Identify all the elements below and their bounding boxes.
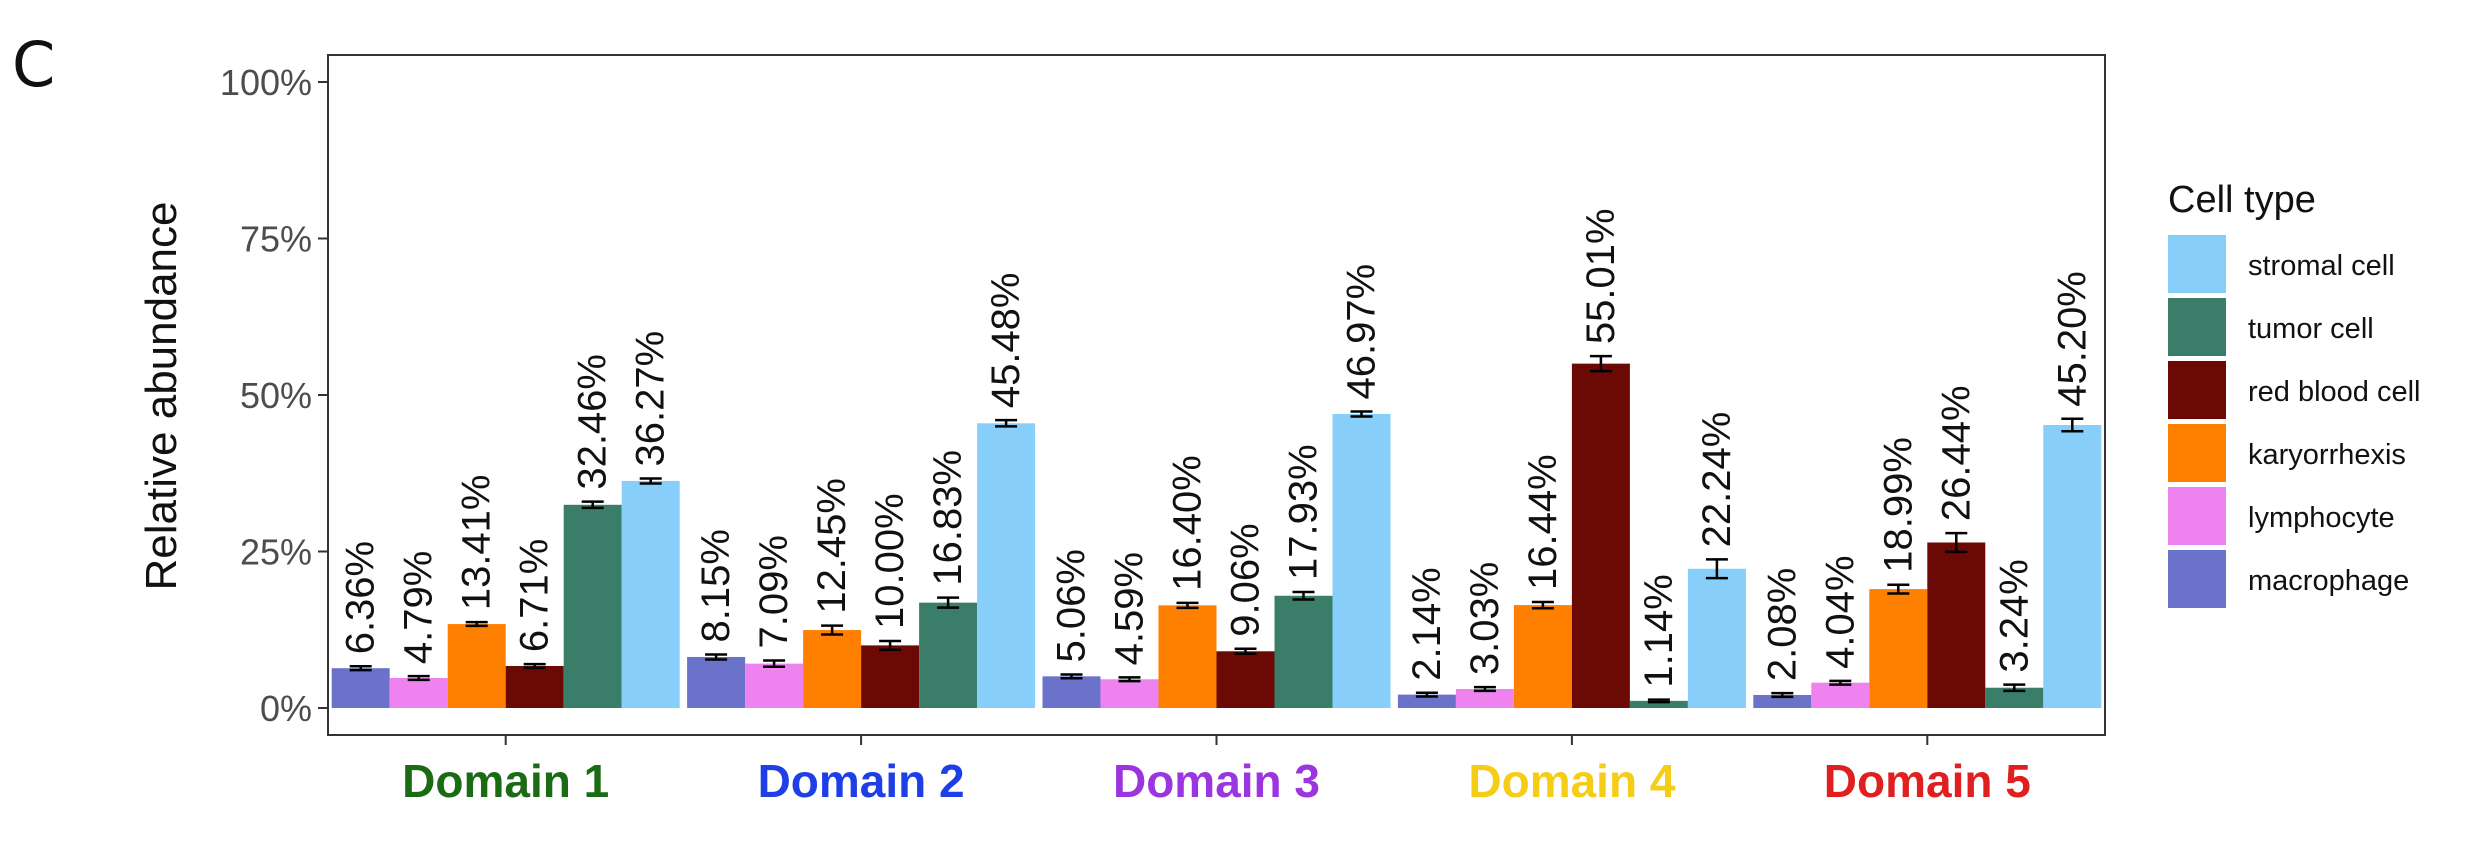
bar [1985, 687, 2044, 708]
data-label: 6.36% [339, 541, 383, 654]
data-label: 17.93% [1282, 444, 1326, 580]
bar [745, 663, 804, 708]
legend-label: lymphocyte [2248, 502, 2395, 534]
bar [1571, 363, 1630, 708]
bar [389, 678, 448, 708]
x-tick-label: Domain 2 [758, 755, 965, 807]
data-label: 10.00% [868, 493, 912, 629]
data-label: 4.79% [397, 551, 441, 664]
data-label: 5.06% [1050, 549, 1094, 662]
bar [803, 630, 862, 708]
legend-swatch [2168, 550, 2226, 608]
legend-label: tumor cell [2248, 313, 2374, 345]
x-tick-label: Domain 1 [402, 755, 609, 807]
data-label: 16.83% [926, 450, 970, 586]
data-label: 55.01% [1579, 208, 1623, 344]
x-tick-label: Domain 5 [1824, 755, 2031, 807]
data-label: 16.44% [1521, 454, 1565, 590]
data-label: 45.20% [2050, 271, 2094, 407]
data-label: 13.41% [455, 475, 499, 611]
data-label: 32.46% [571, 354, 615, 490]
data-label: 45.48% [984, 272, 1028, 408]
bar [977, 423, 1036, 708]
data-label: 1.14% [1637, 574, 1681, 687]
bar [1042, 676, 1101, 708]
y-tick-label: 75% [240, 219, 312, 260]
bar [2043, 425, 2102, 708]
y-tick-label: 50% [240, 375, 312, 416]
legend-swatch [2168, 424, 2226, 482]
legend-label: red blood cell [2248, 376, 2421, 408]
bar [1332, 413, 1391, 708]
y-tick-label: 100% [220, 62, 312, 103]
data-label: 12.45% [810, 478, 854, 614]
legend-swatch [2168, 361, 2226, 419]
legend-swatch [2168, 235, 2226, 293]
data-label: 46.97% [1340, 264, 1384, 400]
data-label: 4.59% [1108, 552, 1152, 665]
legend-swatch [2168, 298, 2226, 356]
bar [861, 645, 920, 708]
legend-swatch [2168, 487, 2226, 545]
bar [621, 480, 680, 708]
bar [687, 656, 746, 708]
bar [1216, 651, 1275, 708]
data-label: 4.04% [1818, 555, 1862, 668]
data-label: 9.06% [1224, 523, 1268, 636]
bar [1455, 689, 1514, 708]
data-label: 3.24% [1992, 559, 2036, 672]
bar [1753, 694, 1812, 708]
bar [1629, 700, 1688, 708]
bar [1100, 679, 1159, 708]
bar [1513, 605, 1572, 708]
bar [505, 665, 564, 708]
panel-label: C [12, 28, 56, 101]
y-axis-title: Relative abundance [137, 202, 186, 591]
legend-label: stromal cell [2248, 250, 2395, 282]
data-label: 7.09% [752, 535, 796, 648]
data-label: 3.03% [1463, 562, 1507, 675]
bar [331, 668, 390, 708]
bar [1274, 595, 1333, 708]
data-label: 2.14% [1405, 567, 1449, 680]
data-label: 2.08% [1760, 568, 1804, 681]
bar [563, 504, 622, 708]
bar [1687, 568, 1746, 708]
bar [1869, 589, 1928, 708]
data-label: 36.27% [629, 331, 673, 467]
bar [1397, 694, 1456, 708]
legend-label: macrophage [2248, 565, 2409, 597]
y-tick-label: 0% [260, 688, 312, 729]
bar [1811, 682, 1870, 708]
bar [1927, 542, 1986, 708]
data-label: 26.44% [1934, 385, 1978, 521]
bar [1158, 605, 1217, 708]
legend-label: karyorrhexis [2248, 439, 2406, 471]
legend-title: Cell type [2168, 179, 2316, 221]
x-tick-label: Domain 3 [1113, 755, 1320, 807]
bar [447, 624, 506, 708]
y-tick-label: 25% [240, 532, 312, 573]
x-tick-label: Domain 4 [1468, 755, 1675, 807]
bar [919, 602, 978, 708]
data-label: 16.40% [1166, 455, 1210, 591]
data-label: 6.71% [513, 539, 557, 652]
data-label: 8.15% [694, 529, 738, 642]
data-label: 18.99% [1876, 437, 1920, 573]
data-label: 22.24% [1695, 412, 1739, 548]
